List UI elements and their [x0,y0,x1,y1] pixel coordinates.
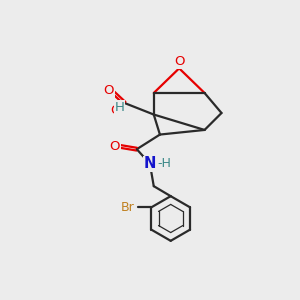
Text: Br: Br [121,201,134,214]
Text: H: H [115,101,125,114]
Text: O: O [110,104,121,117]
Text: -H: -H [158,157,172,170]
Text: O: O [174,55,184,68]
Text: O: O [109,140,120,153]
Text: O: O [103,84,114,97]
Text: N: N [144,156,156,171]
